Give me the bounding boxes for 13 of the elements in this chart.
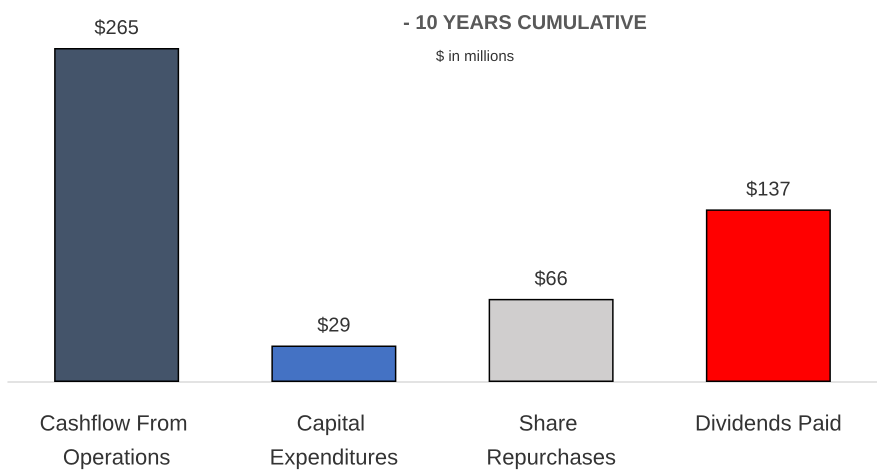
data-label: $265 <box>94 17 139 39</box>
x-tick-label: Cashflow From Operations <box>40 410 194 470</box>
x-tick-label: Share Repurchases <box>486 410 616 470</box>
bar <box>271 345 396 382</box>
data-label: $29 <box>317 314 351 336</box>
bar <box>54 48 180 382</box>
data-label: $137 <box>746 178 791 200</box>
x-tick-label: Capital Expenditures <box>270 410 398 470</box>
chart-title: - 10 YEARS CUMULATIVE <box>403 12 647 34</box>
x-tick-label: Dividends Paid <box>695 410 842 436</box>
chart-subtitle: $ in millions <box>436 48 514 65</box>
bar <box>706 209 831 382</box>
data-label: $66 <box>534 268 568 290</box>
